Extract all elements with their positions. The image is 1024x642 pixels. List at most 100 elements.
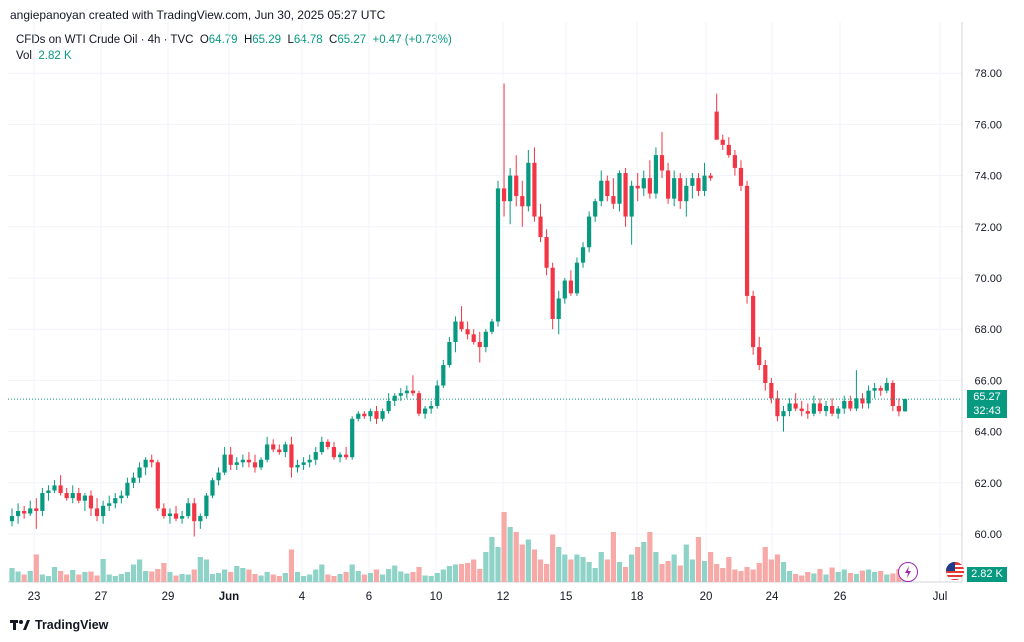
tradingview-logo[interactable]: TradingView — [10, 618, 108, 632]
volume-bar — [762, 547, 768, 582]
volume-bar — [847, 573, 853, 582]
candle-body — [781, 411, 786, 417]
candle-body — [514, 175, 519, 197]
volume-bar — [45, 576, 52, 582]
candle-body — [216, 472, 221, 481]
candle-body — [726, 144, 731, 156]
candle-body — [325, 441, 330, 447]
y-tick-label: 68.00 — [974, 324, 1002, 336]
candle-body — [593, 201, 598, 217]
volume-bar — [76, 574, 82, 582]
volume-bar — [191, 569, 197, 582]
volume-bar — [118, 574, 124, 582]
volume-bar — [823, 574, 829, 582]
candle-body — [702, 175, 707, 191]
candle-body — [76, 493, 81, 501]
volume-bar — [416, 567, 422, 582]
candle-body — [131, 477, 136, 483]
volume-bar — [890, 573, 896, 582]
volume-bar — [203, 559, 209, 582]
volume-bar — [228, 572, 234, 582]
candle-body — [878, 388, 883, 391]
volume-bar — [313, 569, 319, 582]
candle-body — [757, 347, 762, 366]
candle-body — [392, 395, 397, 401]
volume-bar — [112, 576, 118, 582]
candle-body — [611, 196, 616, 204]
volume-bar — [179, 574, 185, 582]
candle-body — [173, 513, 179, 519]
volume-bar — [155, 569, 161, 582]
volume-bar — [282, 573, 288, 582]
volume-bar — [398, 571, 404, 582]
volume-bar — [659, 564, 665, 582]
volume-bar — [458, 564, 465, 582]
x-tick-label: 12 — [497, 591, 510, 603]
candle-body — [246, 459, 252, 463]
lightning-icon[interactable] — [898, 562, 918, 582]
volume-bar — [543, 564, 550, 582]
candle-body — [568, 280, 573, 294]
volume-bar — [853, 574, 860, 582]
candle-body — [313, 452, 318, 460]
volume-bar — [714, 564, 720, 582]
candle-body — [186, 503, 191, 517]
candle-body — [107, 503, 112, 506]
candle-body — [271, 444, 276, 450]
volume-bar — [811, 573, 817, 582]
volume-bar — [373, 569, 380, 582]
candle-body — [866, 390, 871, 404]
candle-body — [258, 459, 264, 468]
volume-legend[interactable]: Vol 2.82 K — [16, 50, 72, 62]
volume-bar — [143, 571, 149, 582]
candle-body — [295, 464, 300, 468]
candle-body — [94, 508, 100, 517]
volume-bar — [136, 559, 143, 582]
x-tick-label: 26 — [834, 591, 847, 603]
x-tick-label: 18 — [631, 591, 644, 603]
volume-bar — [106, 574, 112, 582]
volume-bar — [695, 537, 702, 582]
candle-body — [252, 462, 258, 468]
volume-bar — [550, 534, 556, 582]
volume-bar — [264, 572, 270, 582]
us-flag-icon[interactable] — [946, 562, 964, 580]
volume-bar — [835, 572, 841, 582]
candle-body — [501, 188, 507, 202]
x-tick-label: 27 — [95, 591, 108, 603]
candle-body — [34, 508, 39, 511]
candle-body — [46, 490, 51, 494]
symbol-legend[interactable]: CFDs on WTI Crude Oil · 4h · TVC O64.79 … — [16, 34, 452, 46]
volume-bar — [337, 574, 343, 582]
candle-body — [429, 406, 434, 409]
candle-body — [653, 155, 659, 194]
volume-bar — [489, 537, 495, 582]
candle-body — [823, 406, 829, 412]
candle-body — [380, 411, 385, 419]
x-tick-label: Jul — [933, 591, 948, 603]
volume-bar — [586, 562, 592, 582]
candle-body — [489, 321, 495, 332]
symbol-name[interactable]: CFDs on WTI Crude Oil · 4h · TVC — [16, 34, 194, 46]
volume-bar — [465, 563, 471, 582]
candle-body — [125, 482, 130, 496]
volume-bar — [872, 572, 878, 582]
volume-bar — [604, 559, 610, 582]
candle-body — [422, 408, 428, 414]
x-tick-label: 29 — [162, 591, 175, 603]
volume-bar — [288, 549, 295, 582]
volume-bar — [124, 572, 131, 582]
candle-body — [854, 398, 859, 409]
candle-body — [884, 382, 889, 391]
candle-body — [708, 175, 713, 179]
candle-body — [550, 267, 555, 319]
candle-body — [605, 180, 610, 197]
volume-bar — [878, 571, 884, 582]
tradingview-logo-icon — [10, 620, 30, 630]
candle-body — [787, 403, 792, 412]
candle-body — [830, 406, 835, 414]
volume-bar — [701, 561, 708, 582]
candle-body — [88, 495, 94, 509]
high-value: 65.29 — [252, 34, 282, 46]
